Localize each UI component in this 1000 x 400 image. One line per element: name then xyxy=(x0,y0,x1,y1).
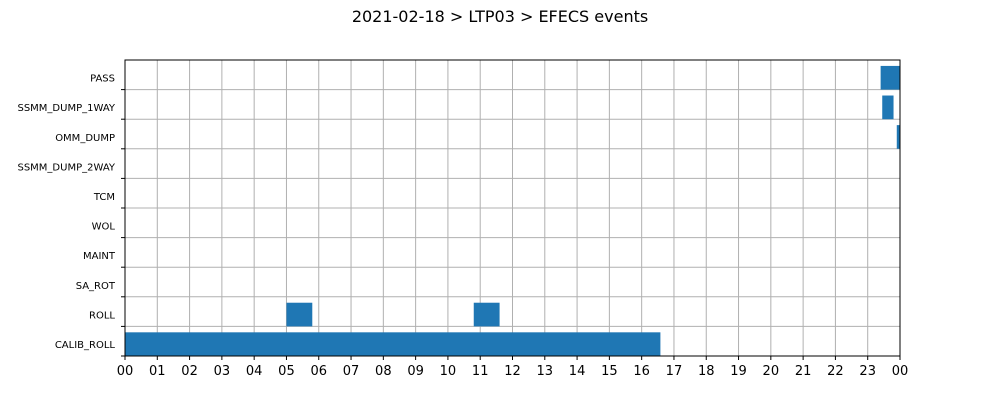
plot-frame xyxy=(124,59,901,357)
y-tick-label: SSMM_DUMP_2WAY xyxy=(17,162,115,173)
x-tick-label: 16 xyxy=(633,364,650,379)
x-tick-label: 04 xyxy=(246,364,263,379)
x-tick-label: 13 xyxy=(537,364,554,379)
y-tick-label: PASS xyxy=(90,74,115,85)
x-tick-label: 00 xyxy=(117,364,134,379)
y-tick-label: SA_ROT xyxy=(76,281,116,292)
event-bar xyxy=(896,125,900,149)
y-tick-label: TCM xyxy=(93,192,115,203)
x-tick-label: 14 xyxy=(569,364,586,379)
event-bar xyxy=(473,302,500,327)
x-tick-label: 23 xyxy=(859,364,876,379)
x-tick-label: 17 xyxy=(666,364,683,379)
x-tick-label: 03 xyxy=(214,364,231,379)
x-tick-label: 06 xyxy=(310,364,327,379)
event-bar xyxy=(125,332,661,356)
y-tick-label: MAINT xyxy=(83,251,116,262)
chart-title: 2021-02-18 > LTP03 > EFECS events xyxy=(352,7,648,26)
event-bar xyxy=(286,302,313,327)
event-bar xyxy=(882,95,894,120)
x-tick-label: 10 xyxy=(440,364,457,379)
x-tick-label: 12 xyxy=(504,364,521,379)
x-tick-label: 01 xyxy=(149,364,166,379)
x-tick-label: 02 xyxy=(181,364,198,379)
y-tick-label: ROLL xyxy=(89,310,115,321)
x-tick-label: 19 xyxy=(730,364,747,379)
x-tick-label: 00 xyxy=(892,364,909,379)
x-tick-label: 07 xyxy=(343,364,360,379)
y-axis-ticks: CALIB_ROLL ROLL SA_ROT MAINT WOL TCM SSMM_DUMP… xyxy=(17,74,125,357)
event-bar xyxy=(880,65,900,90)
x-tick-label: 08 xyxy=(375,364,392,379)
x-tick-label: 15 xyxy=(601,364,618,379)
x-tick-label: 09 xyxy=(407,364,424,379)
event-bars xyxy=(125,65,900,356)
x-tick-label: 21 xyxy=(795,364,812,379)
x-tick-label: 22 xyxy=(827,364,844,379)
grid-lines xyxy=(124,60,901,357)
y-tick-label: OMM_DUMP xyxy=(55,133,115,144)
x-tick-label: 20 xyxy=(763,364,780,379)
x-axis-ticks: 00 01 02 03 04 05 06 07 08 09 10 11 12 13 14 15 16 17 18 19… xyxy=(117,356,909,379)
x-tick-label: 11 xyxy=(472,364,489,379)
y-tick-label: WOL xyxy=(92,222,116,233)
x-tick-label: 18 xyxy=(698,364,715,379)
y-tick-label: CALIB_ROLL xyxy=(55,340,116,351)
y-tick-label: SSMM_DUMP_1WAY xyxy=(17,103,115,114)
x-tick-label: 05 xyxy=(278,364,295,379)
